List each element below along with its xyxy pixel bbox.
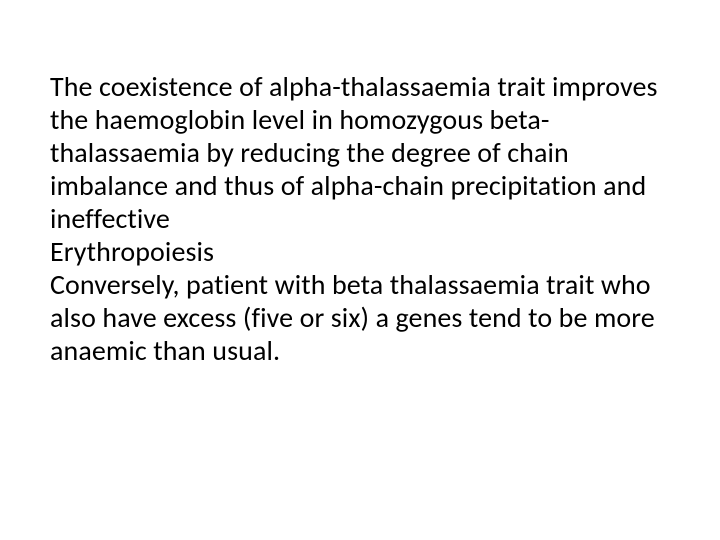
body-text-block: The coexistence of alpha-thalassaemia tr… — [50, 70, 670, 367]
paragraph-1: The coexistence of alpha-thalassaemia tr… — [50, 70, 670, 235]
slide: The coexistence of alpha-thalassaemia tr… — [0, 0, 720, 540]
paragraph-2: Conversely, patient with beta thalassaem… — [50, 268, 670, 367]
paragraph-1b: Erythropoiesis — [50, 235, 670, 268]
